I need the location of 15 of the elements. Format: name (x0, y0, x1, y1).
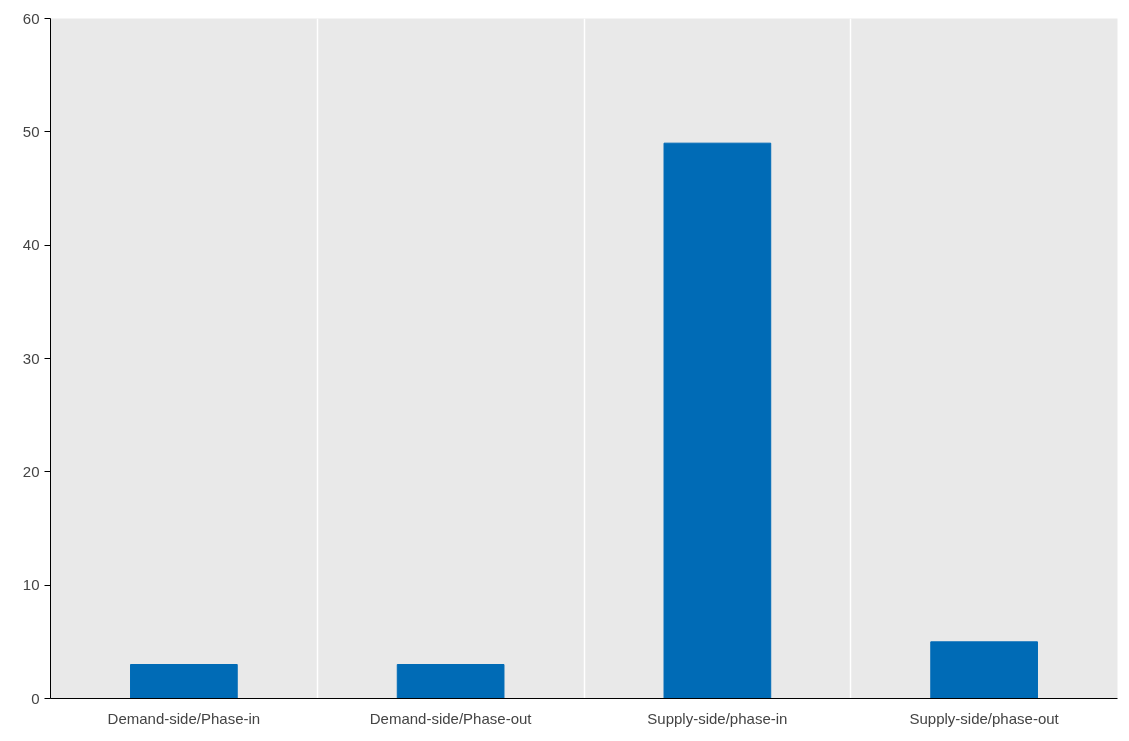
x-tick-label: Supply-side/phase-in (647, 709, 788, 727)
y-tick-label: 50 (22, 122, 40, 140)
x-tick-label: Demand-side/Phase-in (107, 709, 261, 727)
y-tick-label: 10 (22, 576, 40, 594)
bar (130, 664, 238, 699)
x-tick-label: Supply-side/phase-out (909, 709, 1060, 727)
y-tick-label: 60 (22, 9, 40, 27)
y-tick-label: 30 (22, 349, 40, 367)
y-tick-label: 20 (22, 462, 40, 480)
y-tick-label: 0 (31, 689, 40, 707)
bar (663, 142, 772, 699)
y-tick-label: 40 (22, 236, 40, 254)
x-tick-label: Demand-side/Phase-out (369, 709, 533, 727)
bar (396, 664, 505, 699)
bar (930, 641, 1038, 699)
